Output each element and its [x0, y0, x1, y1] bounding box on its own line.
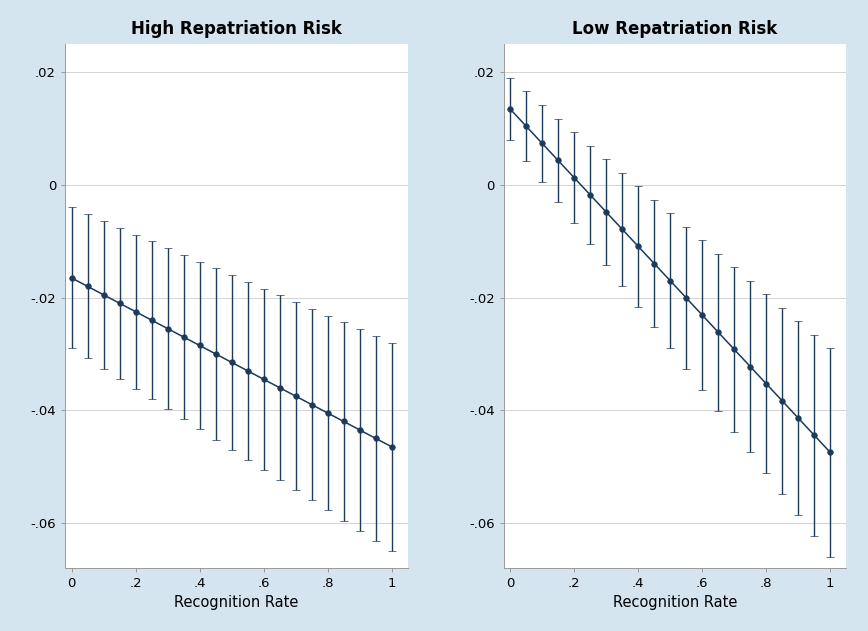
Title: High Repatriation Risk: High Repatriation Risk [131, 20, 342, 38]
X-axis label: Recognition Rate: Recognition Rate [613, 596, 737, 610]
X-axis label: Recognition Rate: Recognition Rate [174, 596, 299, 610]
Title: Low Repatriation Risk: Low Repatriation Risk [572, 20, 778, 38]
